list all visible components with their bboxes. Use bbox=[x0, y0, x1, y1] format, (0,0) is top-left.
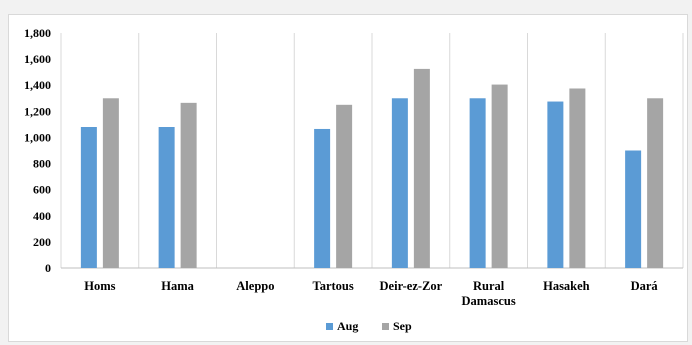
bar-aug bbox=[80, 127, 97, 268]
legend-swatch-aug bbox=[326, 323, 333, 330]
bar-aug bbox=[547, 101, 564, 269]
x-category-label: Dará bbox=[631, 279, 659, 293]
y-tick-label: 400 bbox=[33, 209, 51, 223]
x-category-label: Rural Damascus bbox=[462, 279, 516, 308]
x-category-label: Aleppo bbox=[236, 279, 274, 293]
y-tick-label: 1,800 bbox=[24, 26, 51, 40]
y-tick-label: 1,600 bbox=[24, 52, 51, 66]
x-category-label: Hasakeh bbox=[543, 279, 590, 293]
bar-aug bbox=[314, 128, 331, 268]
bars bbox=[80, 68, 664, 269]
y-tick-label: 0 bbox=[45, 261, 51, 275]
bar-aug bbox=[469, 98, 486, 269]
y-tick-label: 1,400 bbox=[24, 78, 51, 92]
bar-aug bbox=[158, 127, 175, 268]
x-axis-categories: Homs Hama Aleppo Tartous Deir-ez-Zor Rural Dam… bbox=[84, 279, 658, 308]
legend-swatch-sep bbox=[382, 323, 389, 330]
x-category-label: Hama bbox=[161, 279, 194, 293]
y-tick-label: 1,000 bbox=[24, 130, 51, 144]
x-category-label: Deir-ez-Zor bbox=[380, 279, 443, 293]
bar-aug bbox=[625, 150, 642, 268]
x-category-label: Homs bbox=[84, 279, 115, 293]
bar-sep bbox=[569, 88, 586, 268]
y-axis-ticks: 1,800 1,600 1,400 1,200 1,000 800 600 400 200 0 bbox=[24, 26, 51, 275]
y-tick-label: 600 bbox=[33, 183, 51, 197]
bar-sep bbox=[180, 102, 197, 268]
bar-sep bbox=[336, 104, 353, 268]
bar-sep bbox=[413, 68, 430, 269]
y-tick-label: 1,200 bbox=[24, 104, 51, 118]
legend: Aug Sep bbox=[326, 319, 412, 333]
bar-sep bbox=[102, 98, 119, 269]
grid bbox=[60, 33, 684, 269]
y-tick-label: 800 bbox=[33, 157, 51, 171]
bar-aug bbox=[391, 98, 408, 269]
y-tick-label: 200 bbox=[33, 235, 51, 249]
bar-sep bbox=[491, 84, 508, 268]
legend-label-sep: Sep bbox=[393, 319, 412, 333]
legend-label-aug: Aug bbox=[337, 319, 358, 333]
x-category-label: Tartous bbox=[313, 279, 354, 293]
bar-sep bbox=[647, 98, 664, 269]
